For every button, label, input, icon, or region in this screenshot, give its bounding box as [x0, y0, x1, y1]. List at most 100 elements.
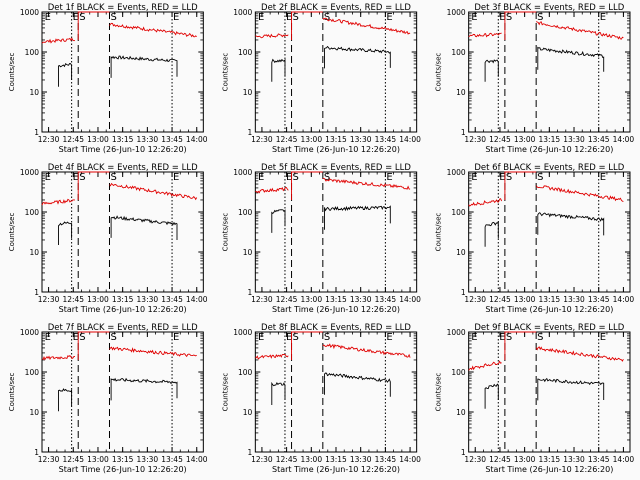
plot-frame: [468, 171, 631, 293]
marker-label: S: [79, 332, 85, 343]
x-tick-label: 14:00: [186, 135, 208, 144]
lld-series-line: [109, 182, 198, 201]
x-tick-label: 12:45: [489, 295, 511, 304]
marker-label: E: [386, 332, 392, 343]
marker-label: S: [506, 332, 512, 343]
marker-label: E: [471, 12, 477, 23]
y-tick-label: 100: [238, 368, 253, 377]
marker-label: E: [600, 332, 606, 343]
y-tick-label: 1000: [447, 328, 466, 337]
lld-series-line: [41, 37, 75, 44]
y-tick-label: 10: [29, 408, 39, 417]
x-axis-label: Start Time (26-Jun-10 12:26:20): [272, 465, 400, 474]
lld-series-line: [255, 33, 289, 39]
marker-label: E: [173, 332, 179, 343]
marker-label: S: [506, 172, 512, 183]
x-tick-label: 13:15: [539, 295, 561, 304]
marker-label: S: [324, 172, 330, 183]
events-series-line: [324, 45, 391, 69]
y-axis-label: Counts/sec: [8, 373, 16, 412]
events-series-line: [324, 205, 391, 230]
lld-series-line: [468, 360, 502, 371]
x-axis-label: Start Time (26-Jun-10 12:26:20): [272, 145, 400, 154]
plot-frame: [41, 171, 204, 293]
x-tick-label: 13:45: [588, 135, 610, 144]
x-tick-label: 13:30: [563, 295, 585, 304]
marker-label: E: [45, 12, 51, 23]
y-tick-label: 10: [243, 248, 253, 257]
x-tick-label: 13:15: [325, 295, 347, 304]
x-tick-label: 13:45: [375, 455, 397, 464]
marker-label: E: [286, 12, 292, 23]
y-axis-label: Counts/sec: [221, 213, 229, 252]
x-tick-label: 14:00: [399, 135, 421, 144]
x-tick-label: 12:30: [464, 135, 486, 144]
lld-series-line: [504, 331, 537, 360]
x-tick-label: 14:00: [613, 455, 635, 464]
lld-series-line: [504, 11, 537, 40]
lld-series-line: [468, 198, 503, 207]
marker-label: E: [386, 12, 392, 23]
x-tick-label: 12:45: [489, 135, 511, 144]
y-tick-label: 10: [29, 88, 39, 97]
marker-label: S: [293, 332, 299, 343]
chart-panel: Det 3f BLACK = Events, RED = LLD 1 10 100 10…: [435, 3, 635, 154]
marker-label: S: [537, 172, 543, 183]
x-tick-label: 14:00: [399, 455, 421, 464]
events-series-line: [484, 383, 499, 409]
y-tick-label: 1000: [233, 168, 252, 177]
x-tick-label: 13:00: [514, 295, 536, 304]
marker-label: S: [537, 332, 543, 343]
y-tick-label: 1: [248, 288, 253, 297]
x-tick-label: 12:45: [62, 455, 84, 464]
y-tick-label: 10: [243, 408, 253, 417]
chart-panel: Det 8f BLACK = Events, RED = LLD 1 10 100 10…: [221, 323, 421, 474]
y-tick-label: 1: [34, 288, 39, 297]
y-tick-label: 1000: [20, 8, 39, 17]
marker-label: E: [600, 172, 606, 183]
lld-series-line: [504, 171, 537, 200]
x-tick-label: 12:30: [38, 135, 60, 144]
marker-label: E: [45, 332, 51, 343]
x-tick-label: 14:00: [613, 295, 635, 304]
x-tick-label: 13:15: [325, 135, 347, 144]
marker-label: S: [293, 172, 299, 183]
y-axis-label: Counts/sec: [8, 53, 16, 92]
y-tick-label: 1: [248, 128, 253, 137]
x-tick-label: 14:00: [186, 455, 208, 464]
marker-label: E: [258, 12, 264, 23]
x-tick-label: 13:30: [350, 455, 372, 464]
lld-series-line: [77, 11, 110, 40]
lld-series-line: [41, 198, 75, 206]
marker-label: S: [293, 12, 299, 23]
y-tick-label: 1: [461, 128, 466, 137]
y-tick-label: 100: [25, 368, 40, 377]
events-series-line: [271, 381, 286, 405]
events-series-line: [484, 221, 499, 247]
x-axis-label: Start Time (26-Jun-10 12:26:20): [272, 305, 400, 314]
marker-label: S: [506, 12, 512, 23]
marker-label: E: [73, 332, 79, 343]
events-series-line: [271, 209, 286, 233]
marker-label: E: [286, 172, 292, 183]
y-tick-label: 10: [456, 408, 466, 417]
marker-label: S: [324, 332, 330, 343]
chart-title: Det 4f BLACK = Events, RED = LLD: [48, 163, 198, 173]
marker-label: E: [173, 12, 179, 23]
lld-series-line: [322, 17, 411, 35]
x-tick-label: 13:30: [137, 455, 159, 464]
y-tick-label: 1000: [20, 168, 39, 177]
x-axis-label: Start Time (26-Jun-10 12:26:20): [485, 305, 613, 314]
marker-label: E: [499, 12, 505, 23]
chart-title: Det 7f BLACK = Events, RED = LLD: [48, 323, 198, 333]
x-tick-label: 14:00: [399, 295, 421, 304]
x-tick-label: 12:45: [62, 135, 84, 144]
x-tick-label: 12:30: [251, 455, 273, 464]
y-tick-label: 1: [34, 448, 39, 457]
y-tick-label: 10: [243, 88, 253, 97]
x-tick-label: 13:30: [350, 295, 372, 304]
y-axis-label: Counts/sec: [221, 53, 229, 92]
y-axis-label: Counts/sec: [435, 213, 443, 252]
plot-frame: [468, 11, 631, 133]
x-tick-label: 13:15: [112, 295, 134, 304]
